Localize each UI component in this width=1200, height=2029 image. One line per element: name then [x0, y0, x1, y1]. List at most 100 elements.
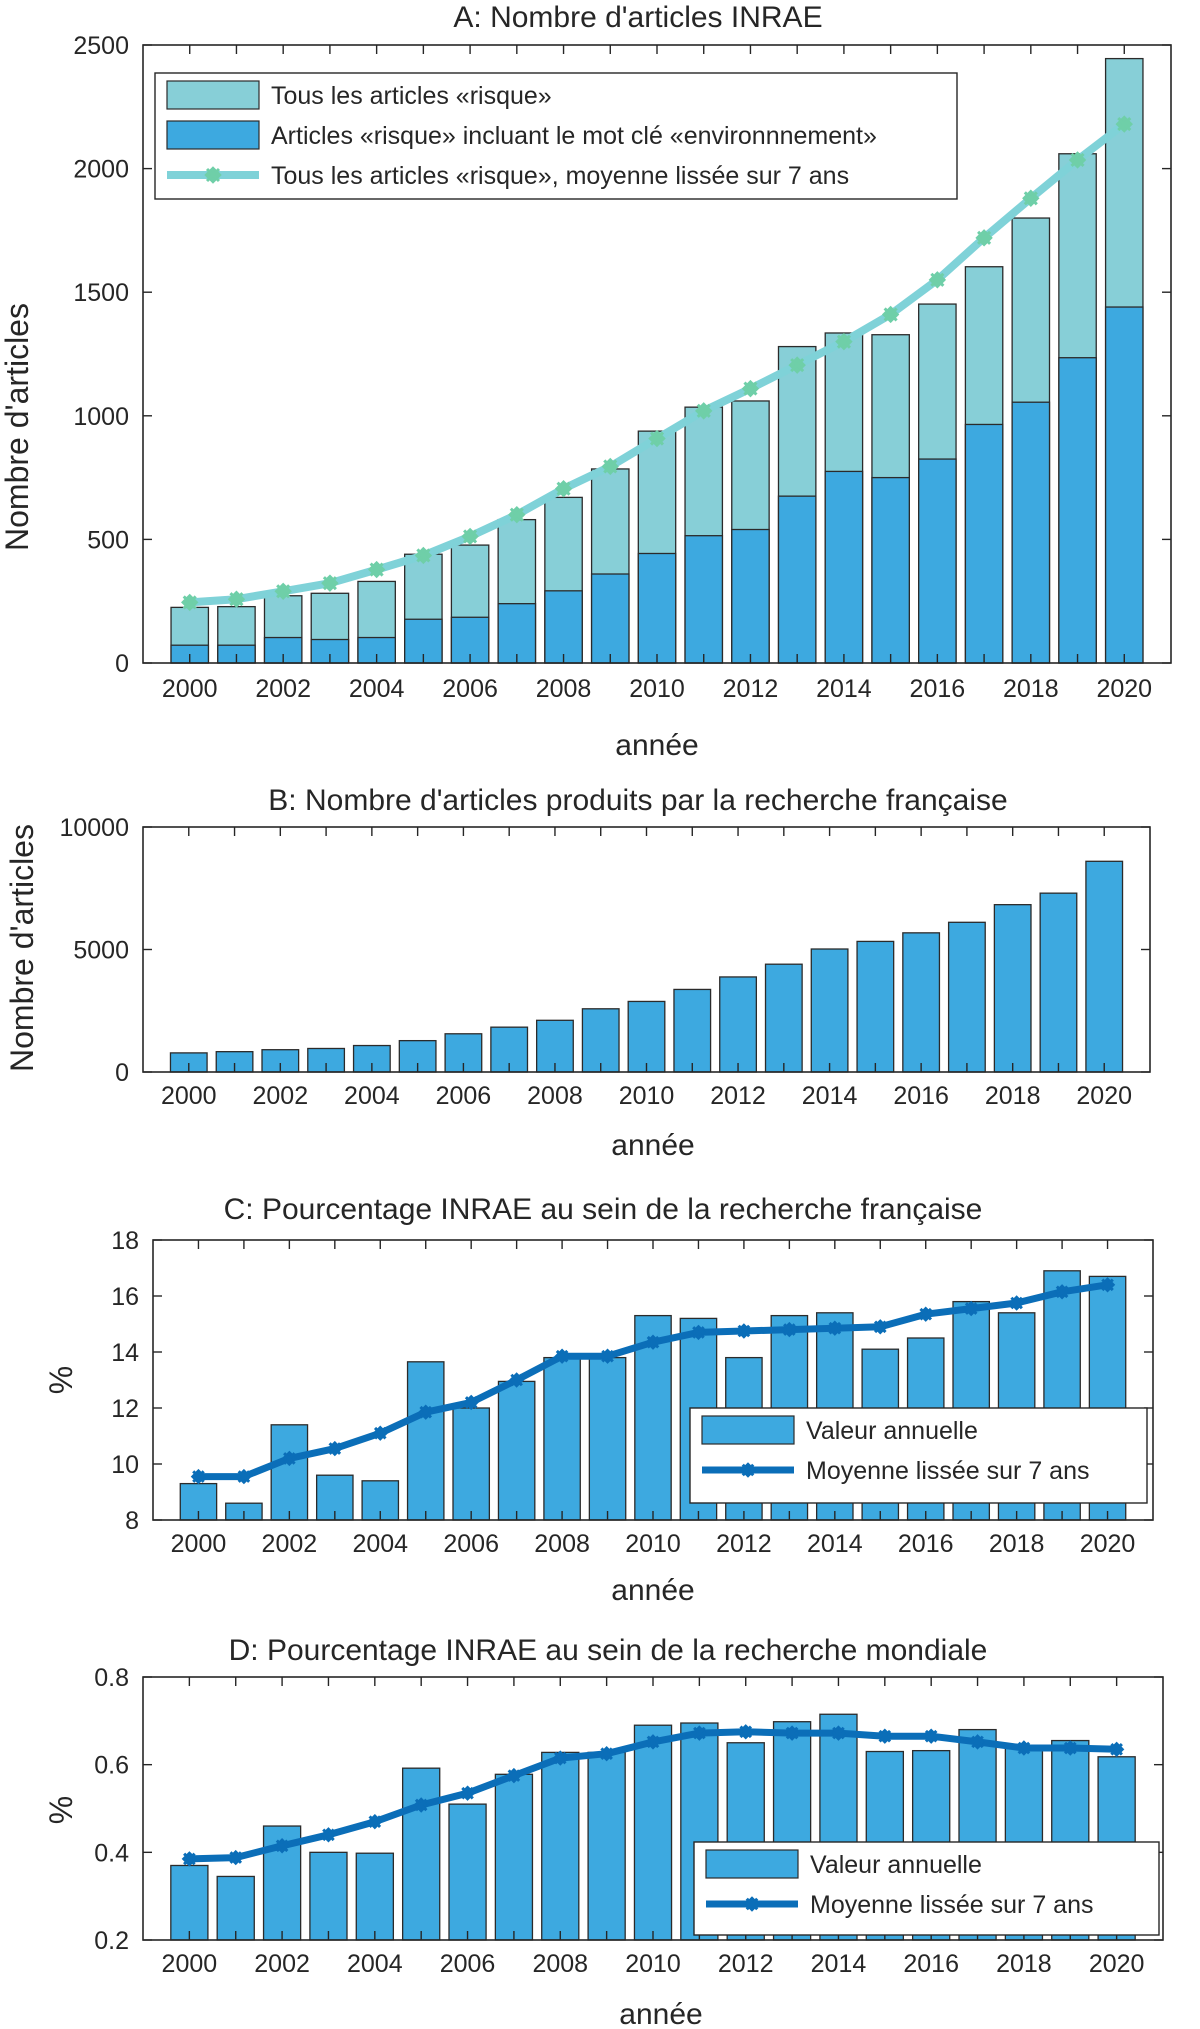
chart-a-point-2014-cross — [836, 334, 851, 349]
chart-a-ylabel: Nombre d'articles — [0, 303, 35, 551]
chart-a-ytick-label: 0 — [115, 650, 129, 678]
chart-a-xtick-label: 2004 — [349, 675, 405, 703]
chart-c-point-2015-cross — [873, 1320, 887, 1334]
chart-b-ytick-label: 5000 — [73, 937, 129, 965]
chart-a-point-2004-cross — [369, 562, 384, 577]
chart-d-point-2017-cross — [971, 1735, 984, 1749]
chart-b-xtick-label: 2008 — [527, 1082, 583, 1110]
chart-a-xtick-label: 2000 — [162, 675, 218, 703]
chart-d-point-2006-cross — [461, 1786, 474, 1800]
chart-d-ylabel: % — [43, 1796, 79, 1824]
chart-c-ytick-label: 10 — [111, 1451, 139, 1479]
chart-a-legend-label-0: Tous les articles «risque» — [271, 82, 552, 110]
chart-b-xtick-label: 2020 — [1076, 1082, 1132, 1110]
chart-d-point-2020-cross — [1110, 1743, 1123, 1756]
chart-a-bar-s1-2015 — [871, 476, 910, 664]
chart-d-point-2013-cross — [785, 1726, 799, 1740]
chart-c-xtick-label: 2012 — [716, 1530, 772, 1558]
chart-a-bar-s1-2013 — [777, 495, 817, 664]
chart-d-xtick-label: 2020 — [1089, 1950, 1145, 1978]
chart-d-point-2018-cross — [1017, 1741, 1031, 1755]
chart-d-bar-s0-2006 — [448, 1803, 487, 1941]
chart-b-xtick-label: 2000 — [161, 1082, 217, 1110]
chart-a-ytick-label: 1500 — [73, 279, 129, 307]
chart-c-legend-label-0: Valeur annuelle — [806, 1417, 978, 1445]
chart-a-point-2017-cross — [977, 230, 992, 245]
chart-a-bar-s1-2017 — [964, 423, 1004, 664]
chart-d: D: Pourcentage INRAE au sein de la reche… — [43, 1634, 1164, 2029]
chart-a-point-2006-cross — [463, 529, 478, 544]
chart-c-point-2018-cross — [1010, 1296, 1023, 1310]
chart-c-bar-s0-2009 — [588, 1356, 627, 1521]
chart-d-bar-s0-2005 — [401, 1767, 441, 1941]
chart-a-bar-s1-2008 — [544, 590, 583, 664]
chart-d-point-2015-cross — [878, 1729, 892, 1743]
chart-c-ytick-label: 8 — [125, 1507, 139, 1535]
chart-b-xtick-label: 2010 — [619, 1082, 675, 1110]
chart-a-bar-s1-2020 — [1104, 306, 1144, 664]
chart-d-point-2003-cross — [322, 1828, 335, 1842]
chart-d-bar-s0-2003 — [309, 1851, 348, 1941]
chart-c-point-2007-cross — [510, 1373, 523, 1387]
chart-c-xlabel: année — [611, 1574, 694, 1607]
chart-c-ytick-label: 16 — [111, 1283, 139, 1311]
chart-d-xtick-label: 2012 — [718, 1950, 774, 1978]
chart-c-point-2001-cross — [237, 1470, 251, 1483]
chart-a-xtick-label: 2018 — [1003, 675, 1059, 703]
chart-d-legend-swatch-0 — [705, 1849, 799, 1879]
chart-b-bar-s0-2008 — [535, 1019, 574, 1073]
chart-d-point-2007-cross — [507, 1769, 521, 1782]
chart-a-point-2013-cross — [790, 358, 805, 373]
chart-b-xtick-label: 2002 — [253, 1082, 309, 1110]
chart-d-ytick-label: 0.2 — [94, 1927, 129, 1955]
chart-b: B: Nombre d'articles produits par la rec… — [4, 784, 1151, 1162]
chart-c-point-2006-cross — [464, 1396, 478, 1409]
chart-d-xtick-label: 2016 — [903, 1950, 959, 1978]
chart-a-legend-label-2: Tous les articles «risque», moyenne liss… — [271, 162, 849, 190]
chart-c-point-2008-cross — [555, 1349, 569, 1363]
chart-a-xtick-label: 2016 — [910, 675, 966, 703]
chart-d-point-2012-cross — [739, 1725, 753, 1739]
chart-b-xtick-label: 2012 — [710, 1082, 766, 1110]
chart-c-ylabel: % — [43, 1366, 79, 1394]
chart-d-point-2019-cross — [1063, 1741, 1077, 1755]
chart-c-xtick-label: 2004 — [352, 1530, 408, 1558]
chart-c-ytick-label: 12 — [111, 1395, 139, 1423]
chart-d-xtick-label: 2014 — [811, 1950, 867, 1978]
chart-c-ytick-label: 18 — [111, 1227, 139, 1255]
chart-b-bar-s0-2017 — [947, 921, 986, 1073]
chart-a-legend-marker-2-cross — [205, 167, 221, 183]
chart-b-xlabel: année — [611, 1129, 694, 1162]
chart-a-ytick-label: 2000 — [73, 156, 129, 184]
chart-b-ylabel: Nombre d'articles — [4, 824, 40, 1072]
chart-a-xtick-label: 2002 — [255, 675, 311, 703]
chart-a-point-2019-cross — [1070, 152, 1085, 168]
chart-c-legend-label-1: Moyenne lissée sur 7 ans — [806, 1457, 1089, 1485]
chart-a-bar-s1-2010 — [637, 552, 677, 664]
chart-c-xtick-label: 2014 — [807, 1530, 863, 1558]
chart-c-point-2016-cross — [919, 1307, 933, 1321]
chart-c-point-2004-cross — [373, 1426, 387, 1440]
chart-a-point-2009-cross — [603, 459, 618, 474]
chart-c-bar-s0-2008 — [543, 1356, 581, 1521]
chart-a-ytick-label: 500 — [87, 526, 129, 554]
chart-a-point-2007-cross — [509, 507, 524, 522]
chart-c-bar-s0-2007 — [497, 1380, 536, 1521]
chart-a-bar-s1-2012 — [731, 528, 770, 664]
chart-c-point-2010-cross — [646, 1335, 660, 1349]
chart-c-point-2011-cross — [692, 1326, 705, 1339]
chart-d-legend-marker-1-cross — [745, 1897, 759, 1911]
chart-a-bar-s1-2011 — [684, 535, 724, 664]
chart-d-bar-s0-2007 — [494, 1773, 534, 1941]
chart-a-xtick-label: 2014 — [816, 675, 872, 703]
chart-a-xtick-label: 2010 — [629, 675, 685, 703]
chart-a-point-2002-cross — [276, 584, 291, 599]
chart-b-bar-s0-2013 — [764, 963, 803, 1073]
chart-c-point-2002-cross — [283, 1452, 296, 1465]
chart-a-bar-s1-2005 — [404, 618, 443, 664]
chart-d-bar-s0-2004 — [355, 1852, 395, 1941]
chart-a-point-2000-cross — [182, 595, 197, 610]
chart-b-xtick-label: 2004 — [344, 1082, 400, 1110]
chart-d-xtick-label: 2010 — [625, 1950, 681, 1978]
chart-a-xtick-label: 2008 — [536, 675, 592, 703]
